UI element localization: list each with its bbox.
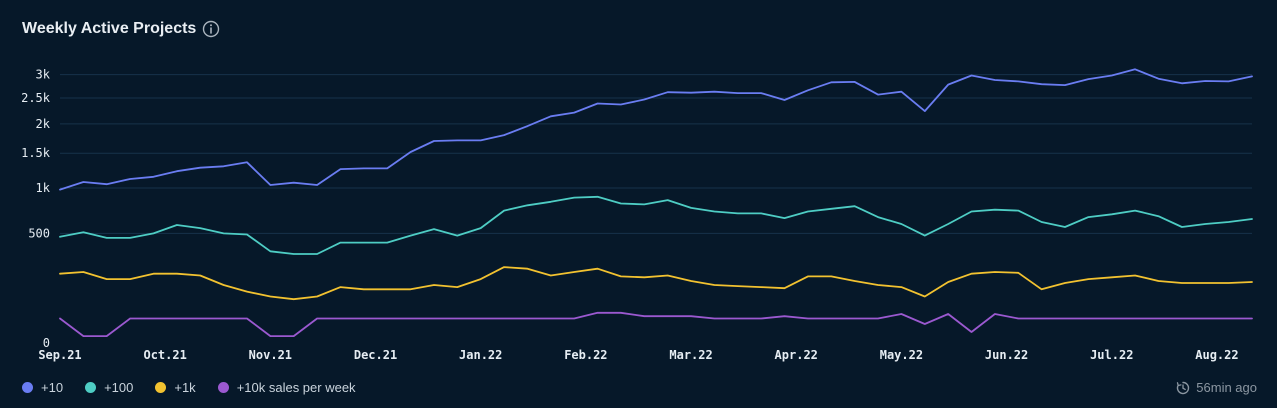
legend-item[interactable]: +10 — [22, 380, 63, 395]
x-tick-label: Aug.22 — [1195, 348, 1238, 362]
legend-swatch — [217, 382, 229, 393]
legend-label: +100 — [104, 380, 134, 395]
legend-swatch — [155, 382, 167, 393]
refresh-clock-icon — [1176, 381, 1190, 395]
series-line-1 — [59, 195, 1253, 255]
y-tick-label: 500 — [28, 226, 50, 240]
last-updated-text: 56min ago — [1196, 380, 1257, 395]
legend-swatch — [85, 382, 97, 393]
legend-item[interactable]: +1k — [155, 380, 196, 395]
y-tick-label: 0 — [43, 336, 50, 350]
legend-label: +1k — [174, 380, 196, 395]
x-tick-label: Feb.22 — [564, 348, 607, 362]
y-tick-label: 3k — [36, 68, 51, 82]
series-line-2 — [59, 266, 1253, 301]
legend-label: +10k sales per week — [236, 380, 356, 395]
last-updated: 56min ago — [1176, 380, 1257, 395]
legend-item[interactable]: +10k sales per week — [217, 380, 356, 395]
x-tick-label: Mar.22 — [669, 348, 712, 362]
x-tick-label: Apr.22 — [775, 348, 818, 362]
x-tick-label: Oct.21 — [143, 348, 186, 362]
series-line-3 — [59, 311, 1253, 338]
chart-title: Weekly Active Projects — [22, 20, 197, 37]
x-tick-label: Dec.21 — [354, 348, 397, 362]
y-tick-label: 2k — [36, 117, 51, 131]
x-tick-label: May.22 — [880, 348, 923, 362]
x-tick-label: Sep.21 — [38, 348, 81, 362]
x-tick-label: Nov.21 — [249, 348, 292, 362]
info-icon[interactable] — [202, 20, 220, 38]
x-tick-label: Jan.22 — [459, 348, 502, 362]
legend-label: +10 — [41, 380, 64, 395]
y-tick-label: 1k — [36, 181, 51, 195]
x-tick-label: Jun.22 — [985, 348, 1028, 362]
y-tick-label: 2.5k — [21, 91, 51, 105]
x-tick-label: Jul.22 — [1090, 348, 1133, 362]
chart-legend: +10 +100 +1k +10k sales per week — [22, 380, 356, 395]
line-chart: 0 500 1k 1.5k 2k 2.5k 3k Sep.21 Oct.21 Nov.21 Dec.… — [21, 68, 1253, 362]
series-line-0 — [59, 68, 1253, 191]
legend-item[interactable]: +100 — [85, 380, 133, 395]
chart-header: Weekly Active Projects — [22, 20, 220, 38]
legend-swatch — [22, 382, 33, 393]
y-tick-label: 1.5k — [21, 146, 51, 160]
